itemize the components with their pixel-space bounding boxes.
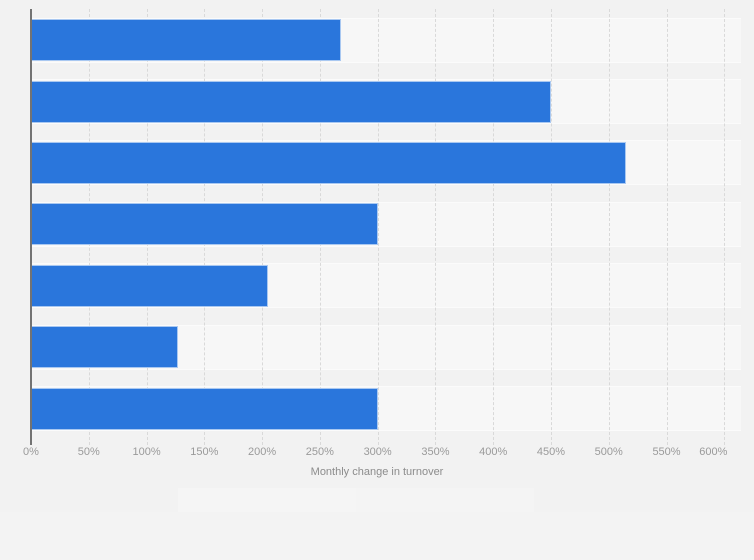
bar-row-7[interactable] xyxy=(31,387,378,430)
gridline xyxy=(550,9,552,446)
background-tile xyxy=(178,488,356,512)
x-tick-label: 600% xyxy=(699,446,728,458)
bar-row-6[interactable] xyxy=(31,326,178,369)
background-tile xyxy=(356,488,534,512)
x-tick-label: 50% xyxy=(77,446,100,458)
gridline xyxy=(608,9,610,446)
x-tick-label: 500% xyxy=(594,446,623,458)
x-tick-label: 0% xyxy=(23,446,39,458)
bar-row-4[interactable] xyxy=(31,203,378,246)
x-tick-label: 400% xyxy=(479,446,508,458)
x-tick-label: 250% xyxy=(305,446,334,458)
x-axis-title: Monthly change in turnover xyxy=(310,466,444,478)
x-tick-label: 550% xyxy=(652,446,681,458)
x-tick-label: 200% xyxy=(248,446,277,458)
background-tile xyxy=(0,512,754,560)
x-tick-label: 100% xyxy=(132,446,161,458)
bar-row-5[interactable] xyxy=(31,264,268,307)
bar-row-1[interactable] xyxy=(31,19,341,62)
gridline xyxy=(666,9,668,446)
bar-row-3[interactable] xyxy=(31,141,627,184)
bar-row-2[interactable] xyxy=(31,80,551,123)
gridline xyxy=(377,9,379,446)
y-axis-line xyxy=(30,8,32,446)
x-tick-label: 350% xyxy=(421,446,450,458)
x-tick-label: 450% xyxy=(536,446,566,458)
x-tick-label: 150% xyxy=(190,446,219,458)
x-tick-label: 300% xyxy=(363,446,392,458)
gridline xyxy=(435,9,437,446)
gridline xyxy=(724,9,726,446)
gridline xyxy=(493,9,495,446)
